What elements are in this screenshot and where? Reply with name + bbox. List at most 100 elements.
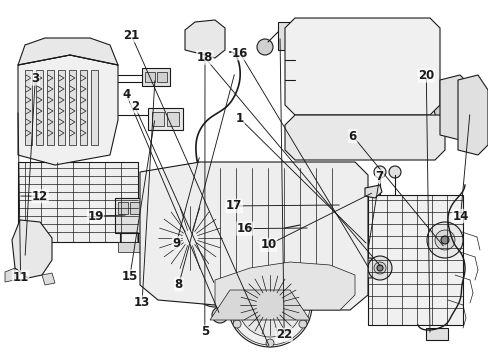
- Circle shape: [233, 320, 241, 328]
- Polygon shape: [47, 70, 54, 145]
- Bar: [299, 22, 359, 62]
- Bar: [157, 72, 167, 82]
- Polygon shape: [69, 70, 76, 145]
- Circle shape: [373, 166, 385, 178]
- Text: 22: 22: [276, 328, 292, 341]
- Circle shape: [257, 39, 272, 55]
- Text: 10: 10: [260, 238, 276, 251]
- Circle shape: [201, 271, 228, 299]
- Bar: [383, 26, 392, 34]
- Circle shape: [155, 203, 224, 273]
- Bar: [396, 26, 405, 34]
- Circle shape: [265, 263, 273, 271]
- Bar: [148, 108, 183, 130]
- Polygon shape: [91, 70, 98, 145]
- Bar: [167, 112, 179, 126]
- Polygon shape: [285, 115, 444, 160]
- Polygon shape: [25, 70, 32, 145]
- Bar: [303, 26, 311, 34]
- Circle shape: [193, 263, 237, 307]
- Text: 3: 3: [31, 72, 39, 85]
- Bar: [130, 202, 140, 214]
- Bar: [341, 26, 350, 34]
- Bar: [118, 202, 128, 214]
- Circle shape: [264, 299, 275, 311]
- Circle shape: [434, 230, 454, 250]
- Text: 17: 17: [225, 199, 242, 212]
- Circle shape: [298, 282, 306, 290]
- Polygon shape: [285, 18, 439, 115]
- Text: 4: 4: [122, 88, 130, 101]
- Circle shape: [227, 263, 311, 347]
- Circle shape: [138, 186, 242, 290]
- Bar: [115, 198, 142, 233]
- Bar: [142, 68, 170, 86]
- Circle shape: [233, 282, 241, 290]
- Circle shape: [20, 238, 44, 262]
- Circle shape: [238, 273, 302, 337]
- Circle shape: [182, 230, 198, 246]
- Text: 20: 20: [417, 69, 433, 82]
- Text: 11: 11: [12, 271, 29, 284]
- Polygon shape: [364, 185, 381, 198]
- Polygon shape: [215, 262, 354, 318]
- Circle shape: [298, 320, 306, 328]
- Circle shape: [331, 190, 351, 210]
- Text: 19: 19: [87, 210, 103, 222]
- Circle shape: [367, 256, 391, 280]
- Text: 2: 2: [130, 100, 139, 113]
- Circle shape: [373, 262, 385, 274]
- Circle shape: [299, 215, 319, 235]
- Bar: [278, 22, 293, 50]
- Polygon shape: [5, 268, 15, 282]
- Polygon shape: [209, 290, 309, 320]
- Circle shape: [454, 97, 484, 127]
- Circle shape: [388, 166, 400, 178]
- Text: 16: 16: [236, 222, 253, 235]
- Bar: [118, 242, 140, 252]
- Text: 15: 15: [122, 270, 138, 283]
- Polygon shape: [184, 20, 224, 58]
- Circle shape: [256, 291, 284, 319]
- Circle shape: [441, 98, 461, 118]
- Bar: [328, 26, 337, 34]
- Circle shape: [426, 222, 462, 258]
- Circle shape: [208, 279, 221, 291]
- Bar: [367, 22, 427, 62]
- Bar: [315, 26, 325, 34]
- Text: 5: 5: [200, 325, 208, 338]
- Text: 1: 1: [236, 112, 244, 125]
- Polygon shape: [36, 70, 43, 145]
- Circle shape: [26, 244, 38, 256]
- Circle shape: [440, 236, 448, 244]
- Text: 6: 6: [348, 130, 356, 143]
- Circle shape: [212, 307, 227, 323]
- Circle shape: [376, 265, 382, 271]
- Text: 12: 12: [32, 190, 48, 203]
- Text: 18: 18: [196, 51, 213, 64]
- Circle shape: [195, 28, 215, 48]
- Polygon shape: [18, 38, 118, 65]
- Text: 8: 8: [174, 278, 183, 291]
- Circle shape: [447, 104, 455, 112]
- Bar: [18, 162, 138, 242]
- Polygon shape: [457, 75, 487, 155]
- Text: 9: 9: [172, 237, 180, 249]
- Text: 14: 14: [451, 210, 468, 222]
- Polygon shape: [80, 70, 87, 145]
- Polygon shape: [58, 70, 65, 145]
- Polygon shape: [42, 273, 55, 285]
- Bar: [409, 26, 418, 34]
- Circle shape: [433, 90, 469, 126]
- Bar: [145, 72, 155, 82]
- Bar: [425, 328, 447, 340]
- Polygon shape: [439, 75, 469, 140]
- Bar: [152, 112, 163, 126]
- Text: 21: 21: [123, 29, 139, 42]
- Text: 16: 16: [231, 47, 248, 60]
- Text: 7: 7: [375, 170, 383, 183]
- Bar: [370, 26, 379, 34]
- Polygon shape: [18, 55, 118, 165]
- Circle shape: [359, 258, 379, 278]
- Polygon shape: [12, 220, 52, 278]
